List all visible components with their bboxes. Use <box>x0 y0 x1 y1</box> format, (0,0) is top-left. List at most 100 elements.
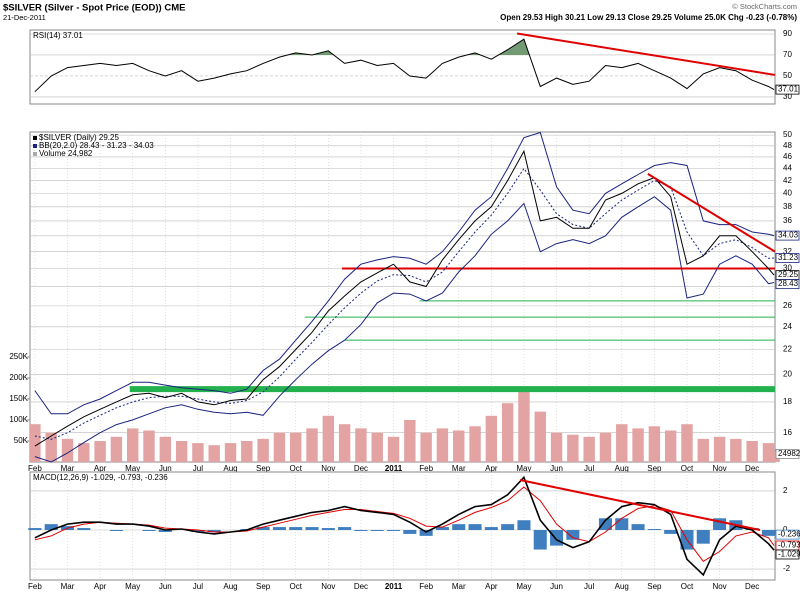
last-value-label: 37.01 <box>778 85 799 94</box>
volume-bar <box>29 424 41 462</box>
histogram-bar <box>370 530 384 531</box>
legend-entry: BB(20,2.0) 28.43 - 31.23 - 34.03 <box>39 141 154 150</box>
volume-bar <box>567 434 579 462</box>
x-tick-label: Jul <box>193 464 203 473</box>
x-tick-label: Aug <box>615 582 629 591</box>
volume-bar <box>175 441 188 462</box>
volume-bar <box>681 424 693 462</box>
histogram-bar <box>631 524 645 531</box>
x-tick-label: Apr <box>94 582 107 591</box>
panel-frame <box>29 131 776 463</box>
series-line <box>34 131 775 415</box>
y-tick-label: 42 <box>783 176 792 185</box>
volume-bar <box>420 432 432 462</box>
series-line <box>34 149 775 447</box>
volume-bar <box>632 428 644 462</box>
volume-bar <box>730 438 742 462</box>
histogram-bar <box>598 518 612 531</box>
x-tick-label: Feb <box>419 464 433 473</box>
y-tick-label: -2 <box>783 564 791 573</box>
histogram-bar <box>713 518 727 531</box>
last-value-box <box>775 279 800 290</box>
x-tick-label: Jun <box>550 582 563 591</box>
last-value-label: 29.25 <box>778 270 799 279</box>
volume-bar <box>453 430 465 462</box>
y-tick-label: 0 <box>783 525 788 534</box>
series-line <box>34 475 775 577</box>
y-tick-label: 38 <box>783 202 792 211</box>
volume-bar <box>436 428 449 462</box>
x-tick-label: Jun <box>159 464 172 473</box>
y-tick-label: 70 <box>783 50 792 59</box>
y-tick-label: 90 <box>783 29 792 38</box>
panel-title: RSI(14) 37.01 <box>33 31 83 40</box>
volume-bar <box>61 438 74 462</box>
volume-tick-label: 50K <box>14 436 29 445</box>
x-tick-label: Sep <box>256 464 271 473</box>
histogram-bar <box>305 527 319 531</box>
volume-bar <box>143 430 155 462</box>
x-tick-label: Mar <box>452 582 466 591</box>
volume-tick-label: 200K <box>9 373 28 382</box>
x-tick-label: Apr <box>485 464 498 473</box>
x-tick-label: May <box>125 582 140 591</box>
volume-bar <box>290 432 302 462</box>
volume-bar <box>713 436 726 462</box>
last-value-label: 31.23 <box>778 253 799 262</box>
last-value-box <box>775 84 800 95</box>
x-tick-label: Sep <box>647 582 662 591</box>
volume-bar <box>78 443 90 462</box>
last-value-label: 34.03 <box>778 231 799 240</box>
x-tick-label: Dec <box>745 464 759 473</box>
series-line <box>34 196 775 463</box>
volume-bar <box>485 415 498 462</box>
trendline <box>647 173 776 253</box>
histogram-bar <box>142 530 156 531</box>
volume-bar <box>534 411 546 462</box>
histogram-bar <box>696 530 710 544</box>
x-tick-label: Feb <box>28 582 42 591</box>
volume-bar <box>306 428 318 462</box>
y-tick-label: 30 <box>783 264 792 273</box>
histogram-bar <box>44 524 58 531</box>
volume-tick-label: 150K <box>9 394 28 403</box>
x-tick-label: 2011 <box>385 582 403 591</box>
x-tick-label: May <box>125 464 140 473</box>
volume-bar <box>768 451 780 462</box>
trendline <box>516 32 776 76</box>
x-tick-label: Jul <box>584 464 594 473</box>
y-tick-label: 36 <box>783 216 792 225</box>
y-tick-label: 46 <box>783 152 792 161</box>
volume-bar <box>208 445 220 462</box>
volume-bar <box>599 432 612 462</box>
x-tick-label: Dec <box>745 582 759 591</box>
y-tick-label: 44 <box>783 164 792 173</box>
x-tick-label: Dec <box>354 464 368 473</box>
volume-bar <box>746 441 758 462</box>
x-tick-label: Mar <box>452 464 466 473</box>
histogram-bar <box>647 529 661 531</box>
volume-bar <box>45 432 57 462</box>
x-tick-label: Nov <box>321 464 335 473</box>
legend-entry: Volume 24,982 <box>39 149 93 158</box>
series-line <box>34 38 775 93</box>
volume-bar <box>192 443 204 462</box>
volume-bar <box>110 436 123 462</box>
y-tick-label: 26 <box>783 301 792 310</box>
x-tick-label: 2011 <box>385 464 403 473</box>
volume-bar <box>355 428 367 462</box>
volume-bar <box>616 424 628 462</box>
volume-bar <box>469 426 481 462</box>
y-tick-label: 22 <box>783 345 792 354</box>
volume-bar <box>664 430 677 462</box>
volume-bar <box>404 420 416 462</box>
histogram-bar <box>387 530 401 531</box>
histogram-bar <box>77 528 91 531</box>
x-tick-label: Nov <box>712 582 726 591</box>
chart-title: $SILVER (Silver - Spot Price (EOD)) CME <box>3 3 185 14</box>
volume-bar <box>224 443 237 462</box>
x-tick-label: Nov <box>321 582 335 591</box>
x-tick-label: Jul <box>193 582 203 591</box>
volume-bar <box>518 386 530 462</box>
